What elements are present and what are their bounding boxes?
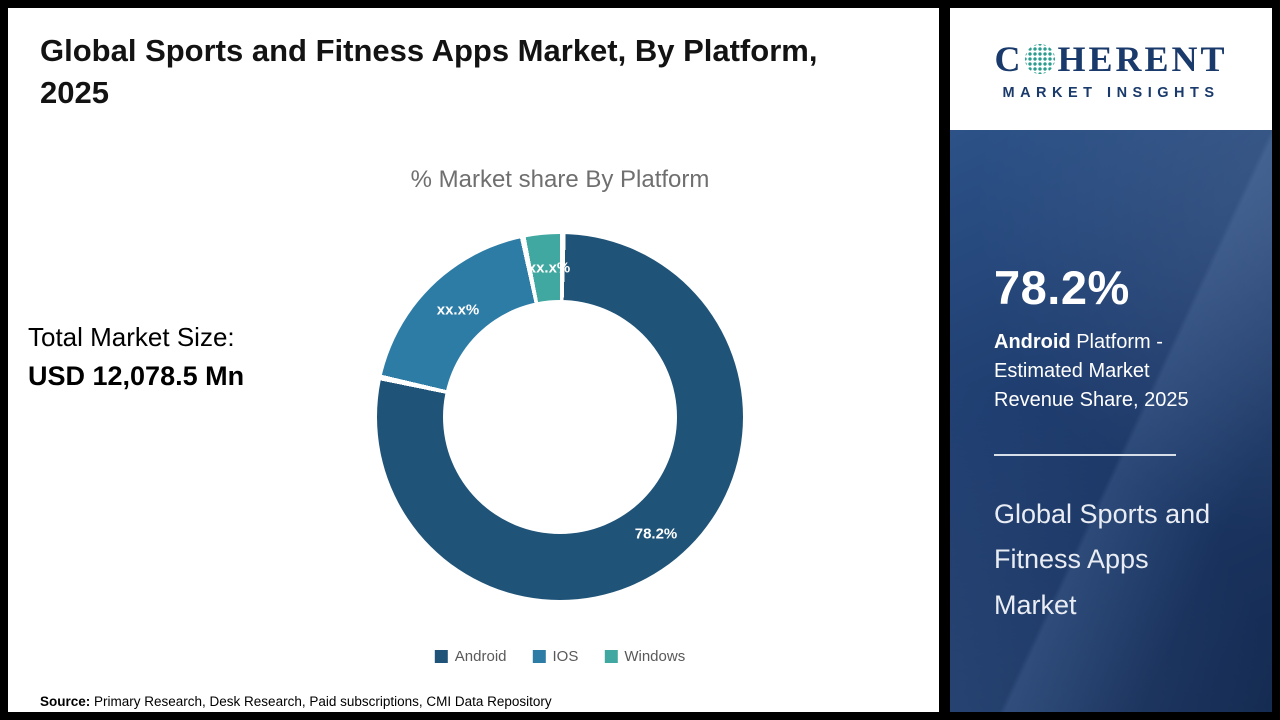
logo-text-right: HERENT — [1057, 38, 1228, 79]
slice-label-ios: xx.x% — [436, 301, 480, 319]
legend-swatch-windows — [604, 650, 618, 663]
donut-chart-wrap: 78.2% xx.x% xx.x% — [377, 234, 743, 600]
legend-swatch-android — [434, 650, 448, 663]
chart-area: Global Sports and Fitness Apps Market, B… — [8, 8, 939, 712]
legend-label-android: Android — [454, 648, 507, 665]
slice-label-android: 78.2% — [634, 525, 678, 543]
legend-item-android: Android — [434, 648, 507, 665]
total-market-size: Total Market Size: USD 12,078.5 Mn — [28, 322, 244, 392]
highlight-stat-value: 78.2% — [994, 261, 1130, 314]
page-title: Global Sports and Fitness Apps Market, B… — [40, 33, 818, 110]
legend-item-ios: IOS — [532, 648, 579, 665]
panel-divider — [994, 454, 1176, 456]
globe-icon — [1025, 43, 1056, 74]
logo-text-left: C — [994, 38, 1024, 79]
chart-legend: Android IOS Windows — [434, 648, 685, 665]
legend-label-ios: IOS — [552, 648, 579, 665]
slice-label-windows: xx.x% — [527, 259, 571, 277]
total-market-size-label: Total Market Size: — [28, 322, 235, 352]
donut-hole — [443, 300, 677, 534]
legend-item-windows: Windows — [604, 648, 685, 665]
chart-subtitle: % Market share By Platform — [410, 166, 710, 193]
total-market-size-value: USD 12,078.5 Mn — [28, 361, 245, 391]
legend-swatch-ios — [532, 650, 546, 663]
highlight-panel: 78.2% Android Platform - Estimated Marke… — [950, 130, 1272, 712]
highlight-stat-rest: Platform - Estimated Market Revenue Shar… — [994, 331, 1189, 411]
source-text: Primary Research, Desk Research, Paid su… — [90, 694, 552, 709]
legend-label-windows: Windows — [624, 648, 686, 665]
source-line: Source: Primary Research, Desk Research,… — [40, 694, 552, 709]
report-market-name: Global Sports and Fitness Apps Market — [994, 499, 1211, 620]
highlight-stat-platform: Android — [994, 331, 1071, 353]
brand-logo-wordmark: C HERENT — [994, 38, 1227, 80]
brand-logo-tagline: MARKET INSIGHTS — [1002, 84, 1220, 101]
brand-logo: C HERENT MARKET INSIGHTS — [950, 8, 1272, 130]
source-label: Source: — [40, 694, 91, 709]
highlight-stat-description: Android Platform - Estimated Market Reve… — [994, 328, 1208, 415]
sidebar: C HERENT MARKET INSIGHTS 78.2% Android P… — [950, 8, 1272, 712]
